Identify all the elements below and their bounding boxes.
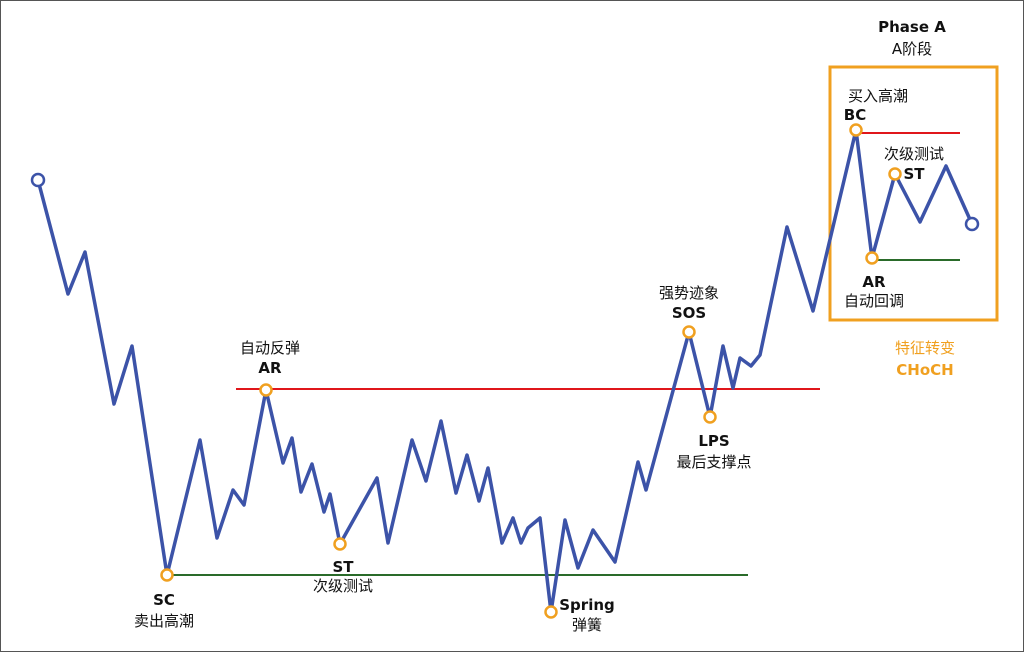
ar2-text: 自动回调	[844, 292, 904, 310]
sc-code: SC	[153, 591, 175, 609]
lps-code: LPS	[698, 432, 729, 450]
ar-marker-icon	[259, 383, 273, 397]
phase-subtitle: A阶段	[892, 40, 932, 58]
sos-code: SOS	[672, 304, 706, 322]
spring-text: 弹簧	[572, 616, 602, 634]
st-text: 次级测试	[313, 577, 373, 595]
bc-text: 买入高潮	[848, 87, 908, 105]
bc-marker-icon	[849, 123, 863, 137]
spring-code: Spring	[559, 596, 615, 614]
spring-marker-icon	[544, 605, 558, 619]
st-code: ST	[332, 558, 354, 576]
price-path	[36, 128, 974, 614]
choch-label-cn: 特征转变	[895, 339, 955, 357]
bc-code: BC	[844, 106, 866, 124]
st2-marker-icon	[888, 167, 902, 181]
phase-title: Phase A	[878, 18, 946, 36]
ar-text: 自动反弹	[240, 339, 300, 357]
end-marker-icon	[964, 216, 980, 232]
choch-label: CHoCH	[896, 361, 953, 379]
phase-a-box	[828, 65, 999, 322]
ar-code: AR	[258, 359, 282, 377]
st-marker-icon	[333, 537, 347, 551]
lps-marker-icon	[703, 410, 717, 424]
start-marker-icon	[30, 172, 46, 188]
st2-code: ST	[903, 165, 925, 183]
st2-text: 次级测试	[884, 145, 944, 163]
lps-text: 最后支撑点	[676, 453, 751, 471]
sos-marker-icon	[682, 325, 696, 339]
ar2-marker-icon	[865, 251, 879, 265]
sc-marker-icon	[160, 568, 174, 582]
ar2-code: AR	[862, 273, 886, 291]
sc-text: 卖出高潮	[134, 612, 194, 630]
sos-text: 强势迹象	[659, 284, 719, 302]
